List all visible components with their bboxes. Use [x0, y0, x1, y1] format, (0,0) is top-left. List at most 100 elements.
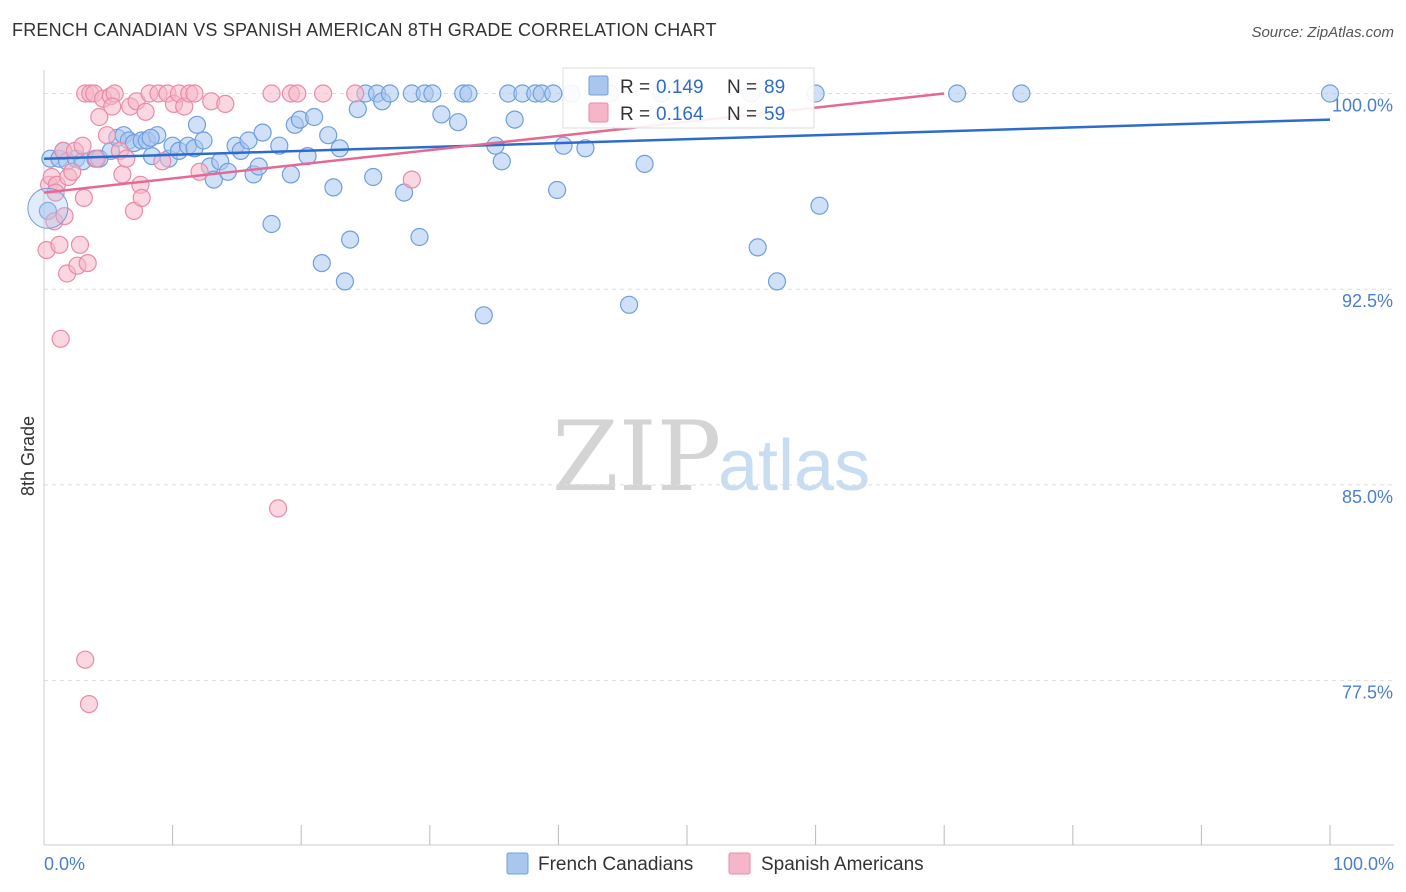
y-axis-tick-labels: 100.0% 92.5% 85.0% 77.5% [1332, 95, 1393, 702]
spanish-americans-point [76, 650, 95, 669]
french-canadians-point [281, 165, 300, 184]
spanish-americans-point [74, 188, 94, 207]
spanish-americans-point [55, 207, 74, 226]
french-canadians-point [324, 178, 343, 197]
french-canadians-point [239, 131, 258, 150]
french-canadians-point [348, 99, 367, 119]
spanish-americans-point [73, 136, 92, 155]
french-canadians-point [270, 136, 289, 155]
french-canadians-point [249, 157, 268, 176]
spanish-americans-point [97, 126, 117, 145]
french-canadians-point [423, 84, 442, 103]
y-tick-label: 77.5% [1342, 683, 1393, 703]
french-canadians-point [544, 84, 563, 103]
legend-swatch-spanish-americans [728, 852, 751, 875]
x-tick-label: 100.0% [1333, 854, 1394, 874]
stats-r-value-blue: 0.149 [656, 77, 704, 98]
trend-line-french-canadians [43, 118, 1331, 160]
legend-label-french-canadians: French Canadians [538, 854, 693, 875]
spanish-americans-point [346, 84, 365, 103]
x-axis-tick-labels: 0.0% 100.0% [44, 854, 1394, 874]
stats-legend: R = 0.149 N = 89 R = 0.164 N = 59 [562, 67, 815, 129]
french-canadians-point [474, 306, 493, 325]
french-canadians-point [459, 84, 478, 103]
spanish-americans-point [314, 84, 333, 103]
spanish-americans-point [113, 165, 132, 184]
spanish-americans-point [63, 162, 82, 181]
spanish-americans-point [132, 188, 151, 207]
stats-n-label-pink: N = [727, 104, 757, 125]
spanish-americans-point [262, 84, 281, 103]
french-canadians-point [380, 84, 399, 103]
stats-n-value-pink: 59 [764, 104, 785, 125]
grid-lines [44, 92, 1394, 682]
french-canadians-point [449, 113, 468, 132]
french-canadians-point [547, 180, 567, 200]
french-canadians-point [194, 131, 213, 150]
french-canadians-point [187, 115, 207, 134]
spanish-americans-point [402, 170, 421, 189]
watermark-atlas: atlas [718, 426, 870, 506]
legend-label-spanish-americans: Spanish Americans [761, 854, 924, 875]
data-points [27, 84, 1340, 714]
french-canadians-point [262, 214, 281, 234]
french-canadians-point [947, 84, 967, 103]
series-legend: French Canadians Spanish Americans [506, 852, 924, 875]
spanish-americans-point [190, 162, 209, 181]
french-canadians-point [312, 254, 331, 273]
spanish-americans-point [269, 499, 288, 518]
spanish-americans-point [90, 107, 109, 127]
stats-r-value-pink: 0.164 [656, 104, 704, 125]
spanish-americans-point [185, 84, 204, 103]
watermark-zip: ZIP [552, 401, 721, 513]
spanish-americans-point [216, 94, 235, 114]
spanish-americans-point [117, 149, 136, 168]
spanish-americans-point [70, 235, 90, 254]
french-canadians-point [576, 139, 595, 158]
chart-title: FRENCH CANADIAN VS SPANISH AMERICAN 8TH … [12, 20, 717, 40]
french-canadians-point [27, 187, 69, 229]
spanish-americans-point [51, 329, 70, 348]
spanish-americans-point [50, 235, 69, 254]
stats-n-value-blue: 89 [764, 77, 785, 98]
french-canadians-point [341, 230, 360, 249]
spanish-americans-point [103, 97, 122, 116]
french-canadians-point [410, 227, 429, 247]
french-canadians-point [432, 105, 451, 124]
x-tick-label: 0.0% [44, 854, 85, 874]
french-canadians-point [335, 272, 354, 291]
french-canadians-point [305, 107, 324, 127]
french-canadians-point [141, 128, 160, 147]
stats-r-label-pink: R = [620, 104, 650, 125]
legend-swatch-french-canadians [506, 852, 529, 875]
french-canadians-point [492, 152, 511, 171]
y-tick-label: 100.0% [1332, 95, 1393, 115]
spanish-americans-point [288, 84, 307, 103]
french-canadians-point [1320, 84, 1340, 103]
spanish-americans-point [78, 254, 97, 273]
stats-swatch-pink [588, 102, 609, 123]
french-canadians-point [635, 154, 654, 173]
french-canadians-point [505, 110, 524, 129]
french-canadians-point [810, 196, 829, 215]
french-canadians-point [748, 238, 767, 257]
source-credit: Source: ZipAtlas.com [1251, 24, 1394, 41]
y-tick-label: 92.5% [1342, 291, 1393, 311]
french-canadians-point [767, 272, 787, 291]
x-axis-ticks [172, 825, 1331, 845]
french-canadians-point [253, 123, 272, 142]
french-canadians-point [619, 295, 639, 314]
stats-n-label-blue: N = [727, 77, 757, 98]
stats-swatch-blue [588, 75, 609, 96]
spanish-americans-point [136, 102, 155, 121]
y-tick-label: 85.0% [1342, 487, 1393, 507]
french-canadians-point [1012, 84, 1031, 103]
stats-r-label-blue: R = [620, 77, 650, 98]
spanish-americans-point [79, 694, 99, 714]
spanish-americans-point [87, 149, 106, 168]
french-canadians-point [364, 167, 383, 187]
french-canadians-point [319, 126, 338, 145]
spanish-americans-point [153, 152, 172, 171]
y-axis-label: 8th Grade [18, 416, 38, 496]
